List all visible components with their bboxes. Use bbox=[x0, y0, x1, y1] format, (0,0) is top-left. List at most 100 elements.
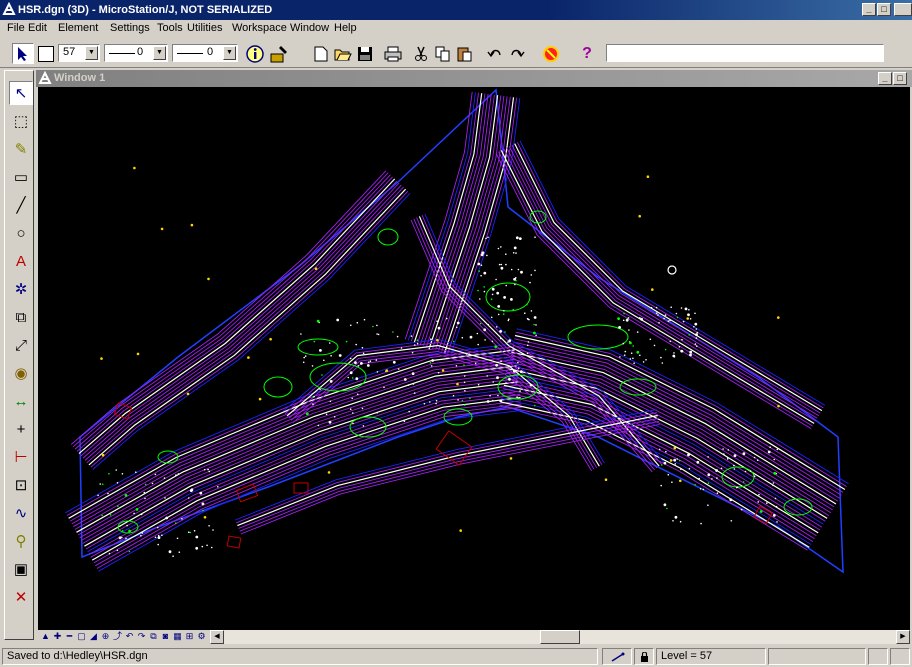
close-button[interactable] bbox=[894, 3, 912, 16]
fit-view-icon[interactable]: ◢ bbox=[90, 631, 97, 641]
terrain-dot bbox=[356, 321, 359, 324]
copy-button[interactable] bbox=[432, 43, 454, 64]
chevron-down-icon[interactable]: ▼ bbox=[153, 46, 166, 60]
menu-edit[interactable]: Edit bbox=[28, 22, 47, 34]
terrain-dot bbox=[515, 279, 517, 282]
cut-button[interactable] bbox=[410, 43, 432, 64]
place-point-icon[interactable]: + bbox=[16, 420, 26, 438]
analyze-icon[interactable]: ⚲ bbox=[15, 533, 27, 550]
view-attributes-icon[interactable]: ▲ bbox=[41, 631, 50, 641]
road-line-nw bbox=[86, 186, 404, 464]
terrain-dot bbox=[164, 497, 166, 499]
window-area-icon[interactable]: ▢ bbox=[77, 631, 86, 641]
terrain-dot bbox=[352, 422, 354, 425]
maximize-button[interactable]: □ bbox=[877, 3, 891, 16]
menu-settings[interactable]: Settings bbox=[110, 22, 150, 34]
terrain-dot bbox=[351, 377, 354, 379]
terrain-dot bbox=[437, 326, 441, 330]
help-button[interactable]: ? bbox=[576, 43, 598, 64]
place-text-icon[interactable]: A bbox=[15, 252, 26, 270]
copy-element-icon[interactable]: ⧉ bbox=[15, 308, 27, 326]
chevron-down-icon[interactable]: ▼ bbox=[223, 46, 236, 60]
open-file-button[interactable] bbox=[332, 43, 354, 64]
terrain-dot bbox=[650, 306, 653, 309]
view-next-icon[interactable]: ↷ bbox=[137, 631, 146, 641]
terrain-dot bbox=[486, 375, 489, 377]
manipulate-icon[interactable]: ✎ bbox=[14, 141, 28, 158]
zoom-out-icon[interactable]: ━ bbox=[66, 631, 73, 641]
print-button[interactable] bbox=[382, 43, 404, 64]
level-panel[interactable]: Level = 57 bbox=[656, 648, 766, 665]
menu-window[interactable]: Window bbox=[290, 22, 330, 34]
dimension-icon[interactable]: ⊢ bbox=[14, 449, 28, 466]
undo-button[interactable] bbox=[484, 43, 506, 64]
road-line-n bbox=[416, 93, 486, 344]
menu-utilities[interactable]: Utilities bbox=[187, 22, 223, 34]
menu-file[interactable]: File bbox=[7, 22, 25, 34]
drawing-canvas[interactable] bbox=[38, 87, 910, 630]
render-view-icon[interactable]: ⊞ bbox=[185, 631, 194, 641]
view-settings-icon[interactable]: ⚙ bbox=[197, 631, 206, 641]
rotate-view-icon[interactable]: ⊕ bbox=[101, 631, 110, 641]
terrain-dot bbox=[694, 343, 697, 345]
place-rectangle-icon[interactable]: ▭ bbox=[13, 169, 29, 186]
chevron-down-icon[interactable]: ▼ bbox=[85, 46, 98, 60]
fill-icon[interactable]: ◉ bbox=[14, 365, 28, 382]
terrain-dot bbox=[452, 394, 455, 397]
copy-view-icon[interactable]: ⧉ bbox=[150, 631, 157, 641]
save-button[interactable] bbox=[354, 43, 376, 64]
key-in-input[interactable] bbox=[606, 44, 884, 62]
menu-help[interactable]: Help bbox=[334, 22, 357, 34]
road-line-nw bbox=[80, 180, 398, 457]
place-circle-icon[interactable]: ○ bbox=[16, 224, 26, 242]
lock-button[interactable] bbox=[268, 43, 290, 64]
place-cell-icon[interactable]: ✲ bbox=[14, 281, 28, 298]
line-weight-combo[interactable]: 0 ▼ bbox=[172, 44, 238, 62]
terrain-dot bbox=[208, 525, 210, 527]
pan-view-icon[interactable]: ⤴ bbox=[112, 631, 122, 641]
view-previous-icon[interactable]: ↶ bbox=[125, 631, 134, 641]
new-file-button[interactable] bbox=[310, 43, 332, 64]
update-view-icon[interactable]: ▦ bbox=[173, 631, 182, 641]
road-line-n bbox=[426, 94, 495, 347]
scroll-thumb[interactable] bbox=[540, 630, 580, 644]
lock-status-panel[interactable] bbox=[634, 648, 654, 665]
measure-distance-icon[interactable]: ↔ bbox=[13, 392, 29, 410]
terrain-dot bbox=[392, 331, 394, 333]
terrain-dot bbox=[729, 498, 733, 502]
delete-element-icon[interactable]: ✕ bbox=[14, 589, 28, 606]
camera-icon[interactable]: ◙ bbox=[162, 631, 169, 641]
terrain-dot bbox=[176, 537, 179, 540]
zoom-in-icon[interactable]: ✚ bbox=[53, 631, 62, 641]
minimize-button[interactable]: _ bbox=[862, 3, 876, 16]
render-button[interactable] bbox=[540, 43, 562, 64]
place-line-icon[interactable]: ╱ bbox=[16, 197, 26, 214]
terrain-dot bbox=[463, 381, 466, 384]
view-minimize-button[interactable]: _ bbox=[878, 72, 892, 85]
place-fence-icon[interactable]: ⬚ bbox=[13, 113, 29, 130]
scroll-left-button[interactable]: ◀ bbox=[210, 630, 224, 644]
scroll-right-button[interactable]: ▶ bbox=[896, 630, 910, 644]
horizontal-scrollbar[interactable]: ◀ ▶ bbox=[210, 630, 910, 644]
fit-view-icon[interactable]: ⤢ bbox=[14, 336, 27, 354]
element-selection-button[interactable] bbox=[12, 43, 34, 64]
menu-element[interactable]: Element bbox=[58, 22, 99, 34]
terrain-dot bbox=[534, 269, 536, 272]
redo-button[interactable] bbox=[506, 43, 528, 64]
menu-workspace[interactable]: Workspace bbox=[232, 22, 287, 34]
modify-icon[interactable]: ∿ bbox=[14, 505, 28, 522]
select-element-icon[interactable]: ↖ bbox=[9, 81, 33, 105]
element-info-button[interactable] bbox=[244, 43, 266, 64]
color-combo[interactable]: 57 ▼ bbox=[58, 44, 100, 62]
terrain-dot bbox=[376, 411, 379, 414]
snap-mode-panel[interactable] bbox=[602, 648, 632, 665]
drop-element-icon[interactable]: ⊡ bbox=[14, 477, 28, 494]
view-maximize-button[interactable]: □ bbox=[893, 72, 907, 85]
line-style-combo[interactable]: 0 ▼ bbox=[104, 44, 168, 62]
change-attributes-icon[interactable]: ▣ bbox=[13, 561, 29, 578]
terrain-dot bbox=[336, 318, 340, 322]
terrain-dot bbox=[461, 336, 464, 339]
terrain-dot bbox=[99, 483, 101, 485]
menu-tools[interactable]: Tools bbox=[157, 22, 183, 34]
paste-button[interactable] bbox=[454, 43, 476, 64]
